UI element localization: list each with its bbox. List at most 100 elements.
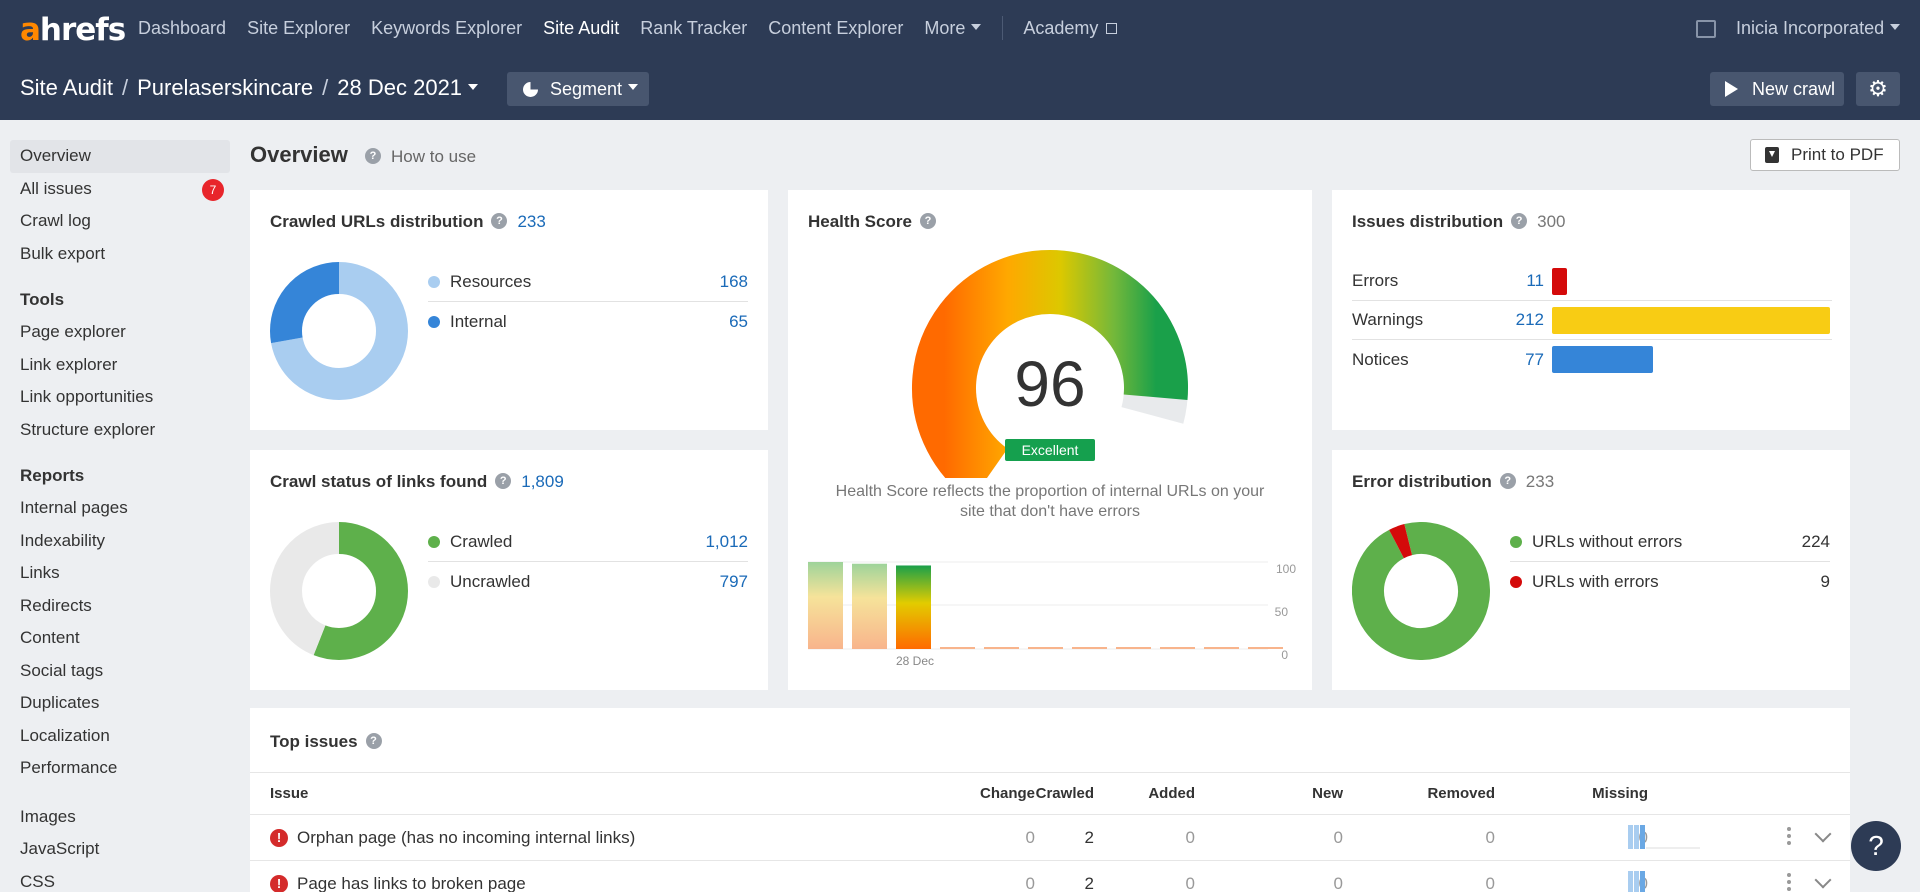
new-count[interactable]: 0: [1333, 874, 1343, 892]
sidebar-item-crawl-log[interactable]: Crawl log: [20, 211, 91, 230]
column-header-change[interactable]: Change: [979, 785, 1035, 802]
sidebar-item-link-opportunities[interactable]: Link opportunities: [20, 387, 154, 406]
new-count[interactable]: 0: [1333, 828, 1343, 847]
breadcrumb-date[interactable]: 28 Dec 2021: [337, 75, 479, 100]
help-icon[interactable]: ?: [491, 212, 508, 229]
issue-row-errors[interactable]: Errors 11: [1352, 262, 1832, 301]
help-icon[interactable]: ?: [365, 732, 382, 749]
print-pdf-button[interactable]: Print to PDF: [1750, 139, 1900, 171]
settings-button[interactable]: ⚙: [1856, 72, 1900, 106]
nav-keywords-explorer[interactable]: Keywords Explorer: [371, 18, 523, 38]
sidebar-item-social-tags[interactable]: Social tags: [20, 660, 104, 680]
monitor-icon[interactable]: [1696, 20, 1716, 38]
legend-row-uncrawled[interactable]: Uncrawled 797: [428, 562, 748, 601]
segment-button[interactable]: Segment: [507, 72, 649, 106]
sidebar-item-indexability[interactable]: Indexability: [20, 530, 106, 550]
more-options-icon[interactable]: [1787, 873, 1791, 892]
donut-slice[interactable]: [270, 522, 408, 660]
total-count[interactable]: 233: [517, 212, 546, 231]
legend-row-resources[interactable]: Resources 168: [428, 263, 748, 302]
column-header-new[interactable]: New: [1312, 785, 1343, 802]
history-bar[interactable]: [940, 647, 975, 649]
column-header-crawled[interactable]: Crawled: [1035, 785, 1094, 802]
removed-count[interactable]: 0: [1485, 828, 1495, 847]
nav-site-explorer[interactable]: Site Explorer: [247, 18, 351, 38]
issue-count[interactable]: 77: [1525, 349, 1544, 369]
history-bar[interactable]: [1204, 647, 1239, 649]
nav-content-explorer[interactable]: Content Explorer: [768, 18, 904, 38]
history-bar[interactable]: [1116, 647, 1151, 649]
legend-row-with-errors[interactable]: URLs with errors 9: [1510, 562, 1830, 601]
sidebar-item-javascript[interactable]: JavaScript: [20, 839, 100, 858]
nav-dashboard[interactable]: Dashboard: [138, 18, 227, 38]
breadcrumb-root[interactable]: Site Audit: [20, 75, 113, 100]
help-icon[interactable]: ?: [1499, 472, 1516, 489]
sidebar-item-overview[interactable]: Overview: [10, 140, 230, 173]
total-count[interactable]: 1,809: [521, 472, 564, 491]
legend-row-internal[interactable]: Internal 65: [428, 302, 748, 341]
column-header-missing[interactable]: Missing: [1592, 785, 1648, 802]
column-header-added[interactable]: Added: [1148, 785, 1195, 802]
help-icon[interactable]: ?: [495, 472, 512, 489]
history-bar[interactable]: [984, 647, 1019, 649]
column-header-removed[interactable]: Removed: [1427, 785, 1495, 802]
help-icon[interactable]: ?: [1511, 212, 1528, 229]
added-count[interactable]: 0: [1185, 828, 1195, 847]
how-to-use-link[interactable]: ? How to use: [365, 147, 476, 167]
nav-academy[interactable]: Academy: [1023, 18, 1118, 42]
issue-name[interactable]: Orphan page (has no incoming internal li…: [297, 828, 636, 847]
sidebar-item-page-explorer[interactable]: Page explorer: [20, 322, 126, 341]
crawled-count[interactable]: 2: [1084, 874, 1094, 892]
sidebar-item-duplicates[interactable]: Duplicates: [20, 693, 100, 712]
sidebar-item-all-issues[interactable]: All issues 7: [10, 173, 230, 206]
issue-row-warnings[interactable]: Warnings 212: [1352, 301, 1832, 340]
issue-count[interactable]: 212: [1515, 310, 1544, 329]
help-icon[interactable]: ?: [919, 212, 936, 229]
table-row[interactable]: ! Page has links to broken page 2 0 0 0 …: [250, 861, 1850, 892]
sidebar-item-css[interactable]: CSS: [20, 871, 55, 891]
new-crawl-button[interactable]: New crawl: [1710, 72, 1844, 106]
crawled-count[interactable]: 2: [1084, 828, 1094, 847]
sidebar-item-images[interactable]: Images: [20, 806, 76, 826]
history-bar[interactable]: [1160, 647, 1195, 649]
history-bar[interactable]: [1248, 647, 1283, 649]
sidebar-item-link-explorer[interactable]: Link explorer: [20, 354, 118, 374]
legend-value[interactable]: 65: [729, 311, 748, 331]
sidebar-item-redirects[interactable]: Redirects: [20, 595, 92, 615]
table-row[interactable]: ! Orphan page (has no incoming internal …: [250, 815, 1850, 861]
sidebar-item-bulk-export[interactable]: Bulk export: [20, 243, 106, 263]
removed-count[interactable]: 0: [1485, 874, 1495, 892]
help-chat-button[interactable]: ?: [1851, 821, 1901, 871]
sidebar-item-links[interactable]: Links: [20, 563, 60, 582]
history-bar[interactable]: [808, 562, 843, 649]
nav-rank-tracker[interactable]: Rank Tracker: [640, 18, 748, 38]
sidebar-item-content[interactable]: Content: [20, 628, 80, 647]
legend-row-crawled[interactable]: Crawled 1,012: [428, 523, 748, 562]
sidebar-item-internal-pages[interactable]: Internal pages: [20, 498, 128, 517]
column-header-issue[interactable]: Issue: [270, 785, 309, 802]
legend-value[interactable]: 797: [719, 571, 748, 591]
breadcrumb-project[interactable]: Purelaserskincare: [137, 75, 314, 100]
donut-slice[interactable]: [270, 262, 408, 400]
issue-count[interactable]: 11: [1526, 271, 1544, 290]
account-menu[interactable]: Inicia Incorporated: [1736, 18, 1901, 39]
sidebar-item-structure-explorer[interactable]: Structure explorer: [20, 419, 156, 439]
legend-value[interactable]: 1,012: [705, 532, 748, 551]
history-bar[interactable]: [1072, 647, 1107, 649]
nav-site-audit[interactable]: Site Audit: [543, 18, 620, 38]
added-count[interactable]: 0: [1185, 874, 1195, 892]
more-options-icon[interactable]: [1787, 827, 1791, 847]
chevron-down-icon[interactable]: [1814, 871, 1832, 889]
sidebar-item-performance[interactable]: Performance: [20, 758, 118, 777]
chevron-down-icon[interactable]: [1814, 825, 1832, 843]
nav-more[interactable]: More: [924, 18, 982, 42]
ahrefs-logo[interactable]: ahrefs: [20, 12, 126, 48]
history-bar[interactable]: [1028, 647, 1063, 649]
donut-slice[interactable]: [1352, 522, 1490, 660]
legend-row-without-errors[interactable]: URLs without errors 224: [1510, 523, 1830, 562]
issue-name[interactable]: Page has links to broken page: [297, 874, 526, 892]
history-bar[interactable]: [852, 563, 887, 649]
issue-row-notices[interactable]: Notices 77: [1352, 340, 1832, 379]
legend-value[interactable]: 168: [719, 272, 748, 291]
donut-slice[interactable]: [1352, 522, 1490, 660]
